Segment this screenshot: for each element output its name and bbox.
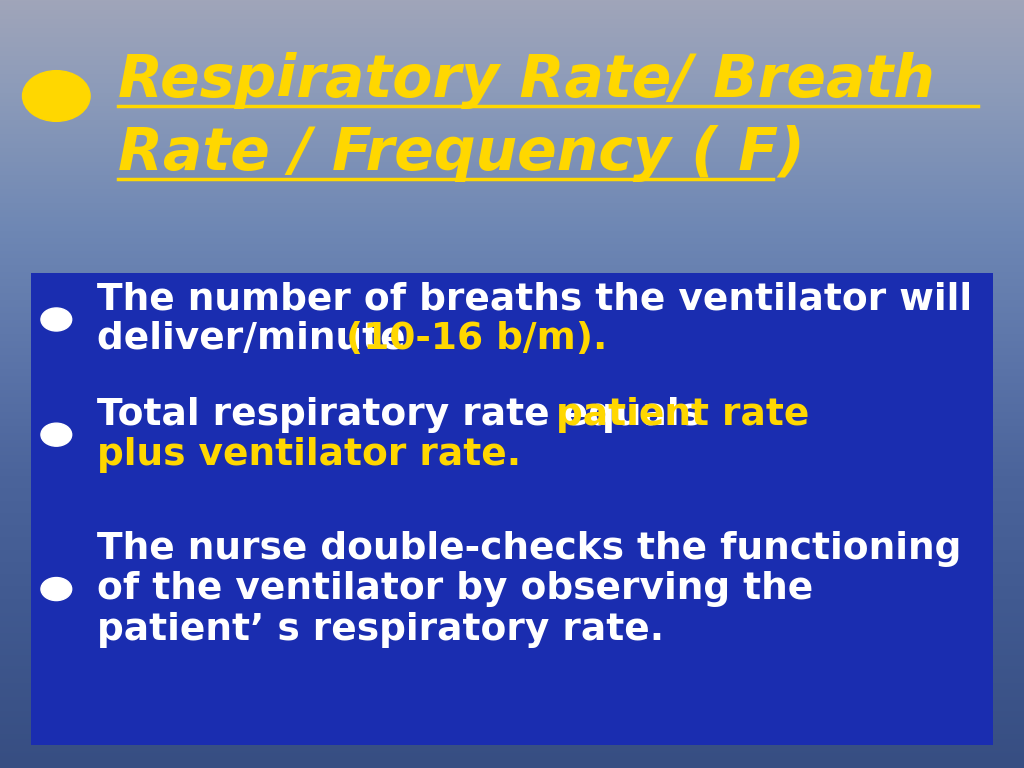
- Text: deliver/minute: deliver/minute: [97, 322, 419, 357]
- Text: Rate / Frequency ( F): Rate / Frequency ( F): [118, 125, 805, 182]
- Text: The nurse double-checks the functioning: The nurse double-checks the functioning: [97, 531, 962, 567]
- Text: plus ventilator rate.: plus ventilator rate.: [97, 437, 521, 472]
- Text: patient rate: patient rate: [556, 397, 809, 432]
- Circle shape: [41, 423, 72, 446]
- FancyBboxPatch shape: [31, 273, 993, 745]
- Text: Respiratory Rate/ Breath: Respiratory Rate/ Breath: [118, 52, 935, 109]
- Text: Total respiratory rate equals: Total respiratory rate equals: [97, 397, 716, 432]
- Circle shape: [41, 308, 72, 331]
- Circle shape: [41, 578, 72, 601]
- Text: The number of breaths the ventilator will: The number of breaths the ventilator wil…: [97, 282, 973, 317]
- Text: of the ventilator by observing the: of the ventilator by observing the: [97, 571, 813, 607]
- Text: patient’ s respiratory rate.: patient’ s respiratory rate.: [97, 612, 665, 647]
- Circle shape: [23, 71, 90, 121]
- Text: (10-16 b/m).: (10-16 b/m).: [346, 322, 607, 357]
